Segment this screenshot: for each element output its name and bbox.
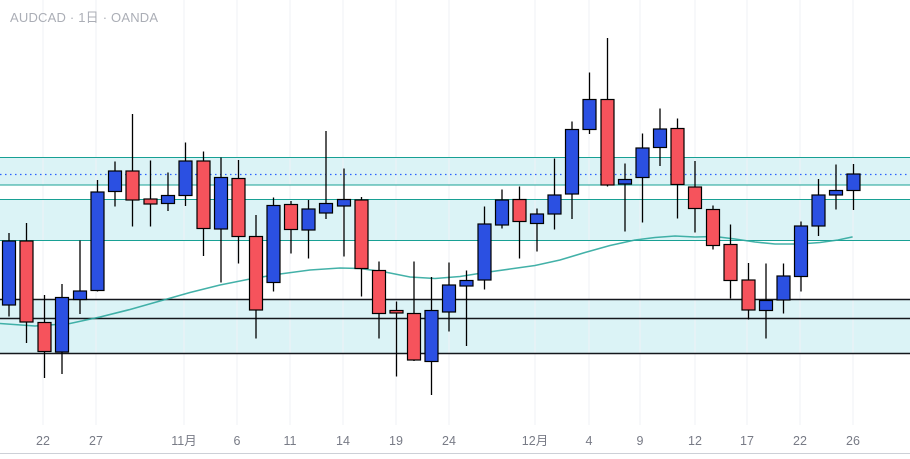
time-axis[interactable]: 22 27 11月 6 11 14 19 24 12月 4 9 12 17 22 26 — [0, 434, 910, 454]
candle-body-down — [283, 203, 299, 231]
candle-body-up — [178, 160, 193, 197]
candle-body-up — [793, 225, 809, 278]
candle-body-up — [811, 194, 826, 227]
candle-body-up — [846, 173, 861, 192]
candle-body-down — [389, 309, 404, 314]
candles-layer — [1, 38, 861, 395]
candle-body-up — [617, 178, 633, 185]
candle-body-down — [143, 198, 158, 205]
time-axis-label: 12 — [688, 434, 702, 448]
candle-body-down — [125, 170, 140, 201]
time-axis-label: 12月 — [522, 434, 548, 448]
candle-body-down — [231, 177, 246, 238]
candle-body-down — [687, 186, 703, 210]
time-axis-label: 11月 — [171, 434, 196, 448]
candle-body-up — [90, 191, 105, 292]
candle-body-up — [424, 309, 439, 363]
candle-body-down — [196, 160, 211, 230]
candle-body-up — [1, 240, 17, 306]
candle-body-down — [705, 208, 721, 247]
time-axis-label: 4 — [586, 434, 593, 448]
candle-body-up — [652, 128, 668, 149]
candle-body-up — [564, 128, 580, 195]
time-axis-label: 22 — [36, 434, 50, 448]
candle-body-down — [723, 243, 738, 282]
candle-body-up — [494, 199, 510, 226]
candle-body-up — [529, 213, 545, 225]
candle-body-up — [441, 284, 457, 313]
candle-body-up — [318, 202, 334, 214]
candle-body-up — [758, 299, 774, 312]
time-axis-label: 11 — [284, 434, 297, 448]
chart-legend-title[interactable]: AUDCAD · 1日 · OANDA — [10, 10, 159, 25]
time-axis-label: 26 — [846, 434, 860, 448]
candle-body-up — [776, 275, 791, 301]
candle-body-up — [160, 194, 176, 205]
time-axis-label: 27 — [89, 434, 103, 448]
time-axis-label: 6 — [234, 434, 241, 448]
candle-body-up — [266, 204, 281, 284]
time-axis-label: 14 — [336, 434, 350, 448]
candle-body-up — [582, 98, 597, 131]
candle-body-down — [406, 312, 422, 361]
candle-body-up — [72, 290, 88, 301]
candle-body-up — [336, 198, 352, 207]
price-zone-fill — [0, 157, 910, 185]
candle-body-up — [54, 296, 70, 353]
candle-body-up — [635, 147, 650, 179]
candle-body-up — [477, 223, 492, 281]
candle-body-down — [670, 127, 685, 186]
candle-body-down — [354, 199, 369, 270]
candle-body-down — [248, 235, 264, 311]
time-axis-label: 9 — [637, 434, 644, 448]
candle-body-down — [600, 98, 615, 186]
candle-body-up — [828, 189, 844, 196]
candle-body-up — [547, 194, 562, 215]
candle-body-up — [107, 170, 123, 193]
candle-body-down — [371, 269, 387, 315]
candle-body-up — [459, 279, 474, 287]
time-axis-label: 17 — [740, 434, 754, 448]
candle-body-down — [741, 279, 756, 311]
candle-body-down — [37, 321, 52, 353]
candle-body-down — [19, 240, 34, 323]
time-axis-label: 19 — [389, 434, 403, 448]
time-axis-label: 22 — [793, 434, 807, 448]
candle-body-up — [301, 208, 316, 231]
time-axis-label: 24 — [442, 434, 456, 448]
price-zone-fill — [0, 199, 910, 241]
candle-body-up — [213, 176, 229, 230]
candle-body-down — [512, 198, 527, 223]
